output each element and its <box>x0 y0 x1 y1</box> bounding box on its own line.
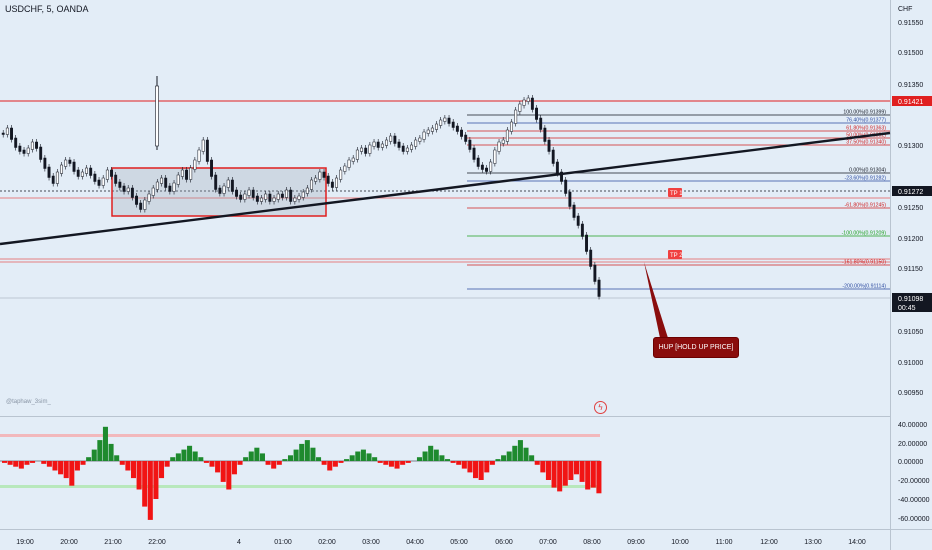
tp1-tag[interactable]: TP 1 <box>668 188 683 197</box>
price-tag: 00:45 <box>892 302 932 312</box>
svg-text:37.50%(0.91340): 37.50%(0.91340) <box>846 140 886 146</box>
osc-lower-band <box>0 485 600 488</box>
time-tick-label: 22:00 <box>148 539 166 546</box>
symbol-title[interactable]: USDCHF, 5, OANDA <box>5 4 89 14</box>
time-tick-label: 12:00 <box>760 539 778 546</box>
osc-upper-band <box>0 434 600 437</box>
fib-level: 100.00%(0.91399) <box>467 110 890 116</box>
fib-level: -100.00%(0.91209) <box>467 231 890 237</box>
time-tick-label: 21:00 <box>104 539 122 546</box>
price-tick-label: 0.91200 <box>898 236 923 243</box>
svg-text:0.00%(0.91304): 0.00%(0.91304) <box>849 168 886 174</box>
price-tick-label: 0.90950 <box>898 390 923 397</box>
time-tick-label: 07:00 <box>539 539 557 546</box>
price-tick-label: 0.91350 <box>898 82 923 89</box>
osc-tick-label: 40.00000 <box>898 422 927 429</box>
tp2-tag[interactable]: TP 2 <box>668 250 683 259</box>
fib-level: 76.40%(0.91377) <box>467 118 890 124</box>
price-axis[interactable]: 0.91550 0.91500 0.91350 0.91300 0.91250 0.912… <box>898 20 923 397</box>
svg-text:-23.60%(0.91282): -23.60%(0.91282) <box>844 176 886 182</box>
svg-text:TP 1: TP 1 <box>670 191 683 197</box>
time-tick-label: 10:00 <box>671 539 689 546</box>
time-tick-label: 19:00 <box>16 539 34 546</box>
svg-text:0.91098: 0.91098 <box>898 296 923 303</box>
osc-tick-label: -20.00000 <box>898 478 930 485</box>
svg-text:100.00%(0.91399): 100.00%(0.91399) <box>843 110 886 116</box>
fib-level: -200.00%(0.91114) <box>467 284 890 290</box>
price-tick-label: 0.91000 <box>898 360 923 367</box>
time-tick-label: 20:00 <box>60 539 78 546</box>
svg-text:-61.80%(0.91245): -61.80%(0.91245) <box>844 203 886 209</box>
fib-level: -61.80%(0.91245) <box>467 203 890 209</box>
price-tick-label: 0.91250 <box>898 205 923 212</box>
fib-level: -161.80%(0.91150) <box>467 260 890 266</box>
price-tick-label: 0.91150 <box>898 266 923 273</box>
lightning-icon[interactable]: ϟ <box>594 401 607 414</box>
price-tick-label: 0.91300 <box>898 143 923 150</box>
time-tick-label: 06:00 <box>495 539 513 546</box>
hold-up-price-callout[interactable]: HUP [HOLD UP PRICE] <box>653 337 739 358</box>
svg-text:-161.80%(0.91150): -161.80%(0.91150) <box>842 260 886 266</box>
fibonacci-levels[interactable]: 100.00%(0.91399) 76.40%(0.91377) 61.80%(0.… <box>467 110 890 290</box>
time-tick-label: 02:00 <box>318 539 336 546</box>
time-tick-label: 01:00 <box>274 539 292 546</box>
osc-tick-label: 0.00000 <box>898 459 923 466</box>
svg-text:0.91272: 0.91272 <box>898 189 923 196</box>
osc-tick-label: -40.00000 <box>898 497 930 504</box>
time-tick-label: 04:00 <box>406 539 424 546</box>
time-tick-label: 08:00 <box>583 539 601 546</box>
time-tick-label: 14:00 <box>848 539 866 546</box>
osc-axis[interactable]: 40.00000 20.00000 0.00000 -20.00000 -40.0000… <box>898 422 930 523</box>
time-tick-label: 13:00 <box>804 539 822 546</box>
fib-level: 37.50%(0.91340) <box>467 140 890 146</box>
fib-level: 61.80%(0.91363) <box>467 126 890 132</box>
time-tick-label: 05:00 <box>450 539 468 546</box>
time-tick-label: 11:00 <box>716 539 733 546</box>
price-tags: 0.91421 0.91272 0.91098 00:45 <box>892 96 932 312</box>
price-tag: 0.91272 <box>892 186 932 196</box>
time-axis[interactable]: 19:00 20:00 21:00 22:00 4 01:00 02:00 03:00 04:0… <box>16 539 866 546</box>
svg-text:TP 2: TP 2 <box>670 253 683 259</box>
price-tag: 0.91421 <box>892 96 932 106</box>
fib-level: 50.00%(0.91352) <box>467 133 890 139</box>
svg-text:76.40%(0.91377): 76.40%(0.91377) <box>846 118 886 124</box>
fib-level: -23.60%(0.91282) <box>467 176 890 182</box>
oscillator-histogram <box>2 426 602 520</box>
svg-text:0.91421: 0.91421 <box>898 99 923 106</box>
currency-label: CHF <box>898 6 912 13</box>
price-tick-label: 0.91500 <box>898 50 923 57</box>
svg-text:61.80%(0.91363): 61.80%(0.91363) <box>846 126 886 132</box>
svg-text:00:45: 00:45 <box>898 305 916 312</box>
svg-text:-200.00%(0.91114): -200.00%(0.91114) <box>842 284 886 290</box>
candlesticks <box>1 76 601 300</box>
author-watermark: @taphaw_3sim_ <box>6 399 51 405</box>
fib-level: 0.00%(0.91304) <box>467 168 890 174</box>
time-tick-label: 09:00 <box>627 539 645 546</box>
osc-tick-label: -60.00000 <box>898 516 930 523</box>
time-tick-label: 03:00 <box>362 539 380 546</box>
svg-text:-100.00%(0.91209): -100.00%(0.91209) <box>842 231 887 237</box>
time-tick-label: 4 <box>237 539 241 546</box>
callout-pointer <box>644 262 668 338</box>
price-tick-label: 0.91050 <box>898 329 923 336</box>
trend-line[interactable] <box>0 131 891 246</box>
price-tag: 0.91098 <box>892 293 932 303</box>
price-tick-label: 0.91550 <box>898 20 923 27</box>
osc-tick-label: 20.00000 <box>898 441 927 448</box>
